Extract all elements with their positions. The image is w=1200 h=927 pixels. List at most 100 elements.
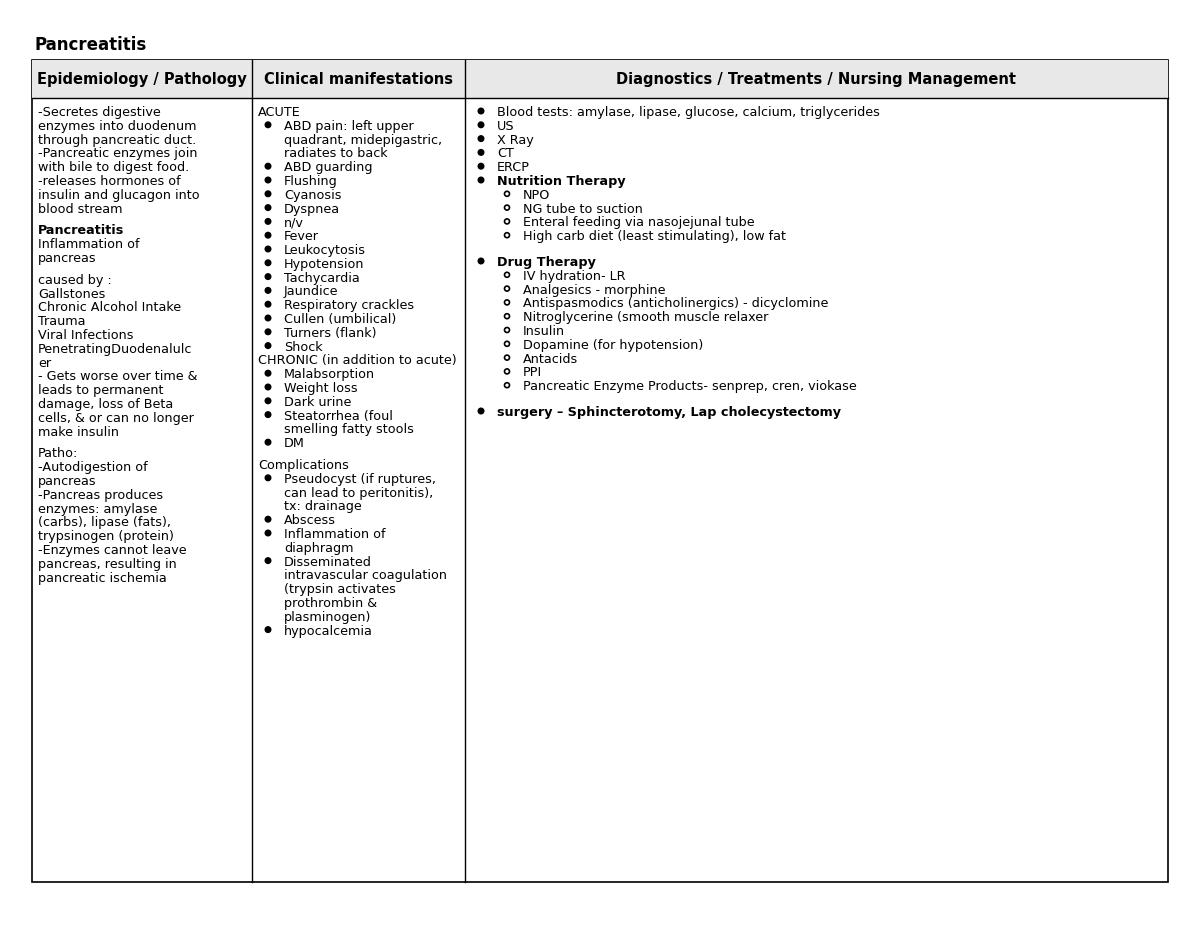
Text: pancreas: pancreas <box>38 475 97 488</box>
Circle shape <box>265 371 271 376</box>
Text: Turners (flank): Turners (flank) <box>284 327 377 340</box>
Circle shape <box>265 287 271 293</box>
Text: Antacids: Antacids <box>523 352 578 365</box>
Circle shape <box>265 163 271 169</box>
Circle shape <box>265 247 271 252</box>
Text: US: US <box>497 120 515 133</box>
Text: cells, & or can no longer: cells, & or can no longer <box>38 412 194 425</box>
Circle shape <box>265 343 271 349</box>
Text: with bile to digest food.: with bile to digest food. <box>38 161 190 174</box>
Text: radiates to back: radiates to back <box>284 147 388 160</box>
Text: -releases hormones of: -releases hormones of <box>38 175 181 188</box>
Text: CT: CT <box>497 147 514 160</box>
Text: caused by :: caused by : <box>38 273 112 286</box>
Text: Gallstones: Gallstones <box>38 287 106 300</box>
Circle shape <box>265 398 271 403</box>
Text: Patho:: Patho: <box>38 448 78 461</box>
Circle shape <box>265 205 271 210</box>
Text: hypocalcemia: hypocalcemia <box>284 625 373 638</box>
Text: Respiratory crackles: Respiratory crackles <box>284 299 414 312</box>
Circle shape <box>265 177 271 183</box>
Text: Abscess: Abscess <box>284 514 336 527</box>
Text: Diagnostics / Treatments / Nursing Management: Diagnostics / Treatments / Nursing Manag… <box>617 71 1016 86</box>
Text: (carbs), lipase (fats),: (carbs), lipase (fats), <box>38 516 172 529</box>
Text: Dark urine: Dark urine <box>284 396 352 409</box>
Text: Pancreatitis: Pancreatitis <box>34 36 146 54</box>
Text: Malabsorption: Malabsorption <box>284 368 376 381</box>
Text: Pancreatitis: Pancreatitis <box>38 224 125 237</box>
Text: - Gets worse over time &: - Gets worse over time & <box>38 371 198 384</box>
Circle shape <box>265 315 271 321</box>
Text: Nitroglycerine (smooth muscle relaxer: Nitroglycerine (smooth muscle relaxer <box>523 311 768 324</box>
Text: -Autodigestion of: -Autodigestion of <box>38 462 148 475</box>
Text: X Ray: X Ray <box>497 133 534 146</box>
Text: Weight loss: Weight loss <box>284 382 358 395</box>
Text: Insulin: Insulin <box>523 325 565 338</box>
Text: ACUTE: ACUTE <box>258 106 301 119</box>
Circle shape <box>265 260 271 266</box>
Text: pancreas: pancreas <box>38 252 97 265</box>
Text: Enteral feeding via nasojejunal tube: Enteral feeding via nasojejunal tube <box>523 216 755 229</box>
Text: Tachycardia: Tachycardia <box>284 272 360 285</box>
Text: leads to permanent: leads to permanent <box>38 384 163 397</box>
Circle shape <box>478 408 484 413</box>
Text: Pseudocyst (if ruptures,: Pseudocyst (if ruptures, <box>284 473 436 486</box>
Circle shape <box>265 384 271 389</box>
Text: PPI: PPI <box>523 366 542 379</box>
Text: tx: drainage: tx: drainage <box>284 501 361 514</box>
Text: insulin and glucagon into: insulin and glucagon into <box>38 189 199 202</box>
Text: Epidemiology / Pathology: Epidemiology / Pathology <box>37 71 247 86</box>
Text: enzymes into duodenum: enzymes into duodenum <box>38 120 197 133</box>
Text: High carb diet (least stimulating), low fat: High carb diet (least stimulating), low … <box>523 230 786 243</box>
Text: pancreatic ischemia: pancreatic ischemia <box>38 572 167 585</box>
Text: enzymes: amylase: enzymes: amylase <box>38 502 157 515</box>
Text: smelling fatty stools: smelling fatty stools <box>284 424 414 437</box>
Text: NG tube to suction: NG tube to suction <box>523 203 643 216</box>
Text: Analgesics - morphine: Analgesics - morphine <box>523 284 666 297</box>
Text: Clinical manifestations: Clinical manifestations <box>264 71 454 86</box>
Circle shape <box>478 108 484 114</box>
Circle shape <box>478 177 484 183</box>
Text: Nutrition Therapy: Nutrition Therapy <box>497 175 625 188</box>
Circle shape <box>265 191 271 197</box>
Text: Pancreatic Enzyme Products- senprep, cren, viokase: Pancreatic Enzyme Products- senprep, cre… <box>523 380 857 393</box>
Text: Chronic Alcohol Intake: Chronic Alcohol Intake <box>38 301 181 314</box>
Circle shape <box>265 475 271 480</box>
Text: Cyanosis: Cyanosis <box>284 189 342 202</box>
Text: -Enzymes cannot leave: -Enzymes cannot leave <box>38 544 187 557</box>
Text: Trauma: Trauma <box>38 315 85 328</box>
Text: er: er <box>38 357 52 370</box>
Circle shape <box>265 516 271 522</box>
Text: IV hydration- LR: IV hydration- LR <box>523 270 625 283</box>
Text: Jaundice: Jaundice <box>284 286 338 298</box>
Text: Shock: Shock <box>284 340 323 353</box>
Circle shape <box>265 329 271 335</box>
Text: Disseminated: Disseminated <box>284 555 372 568</box>
Circle shape <box>478 122 484 128</box>
Text: quadrant, midepigastric,: quadrant, midepigastric, <box>284 133 442 146</box>
Text: ERCP: ERCP <box>497 161 530 174</box>
Text: through pancreatic duct.: through pancreatic duct. <box>38 133 197 146</box>
Text: ABD guarding: ABD guarding <box>284 161 372 174</box>
Circle shape <box>265 412 271 417</box>
Text: Blood tests: amylase, lipase, glucose, calcium, triglycerides: Blood tests: amylase, lipase, glucose, c… <box>497 106 880 119</box>
Circle shape <box>265 439 271 445</box>
Circle shape <box>265 219 271 224</box>
Text: CHRONIC (in addition to acute): CHRONIC (in addition to acute) <box>258 354 457 367</box>
Text: ABD pain: left upper: ABD pain: left upper <box>284 120 414 133</box>
Text: Hypotension: Hypotension <box>284 258 365 271</box>
Text: Cullen (umbilical): Cullen (umbilical) <box>284 313 396 326</box>
Text: plasminogen): plasminogen) <box>284 611 371 624</box>
Circle shape <box>265 233 271 238</box>
Text: surgery – Sphincterotomy, Lap cholecystectomy: surgery – Sphincterotomy, Lap cholecyste… <box>497 406 841 419</box>
Text: pancreas, resulting in: pancreas, resulting in <box>38 558 176 571</box>
Text: blood stream: blood stream <box>38 203 122 216</box>
Text: Flushing: Flushing <box>284 175 337 188</box>
Text: DM: DM <box>284 438 305 451</box>
Text: -Pancreatic enzymes join: -Pancreatic enzymes join <box>38 147 198 160</box>
Circle shape <box>265 530 271 536</box>
Circle shape <box>478 149 484 155</box>
Circle shape <box>265 273 271 279</box>
Text: Inflammation of: Inflammation of <box>38 238 139 251</box>
Text: Leukocytosis: Leukocytosis <box>284 244 366 257</box>
